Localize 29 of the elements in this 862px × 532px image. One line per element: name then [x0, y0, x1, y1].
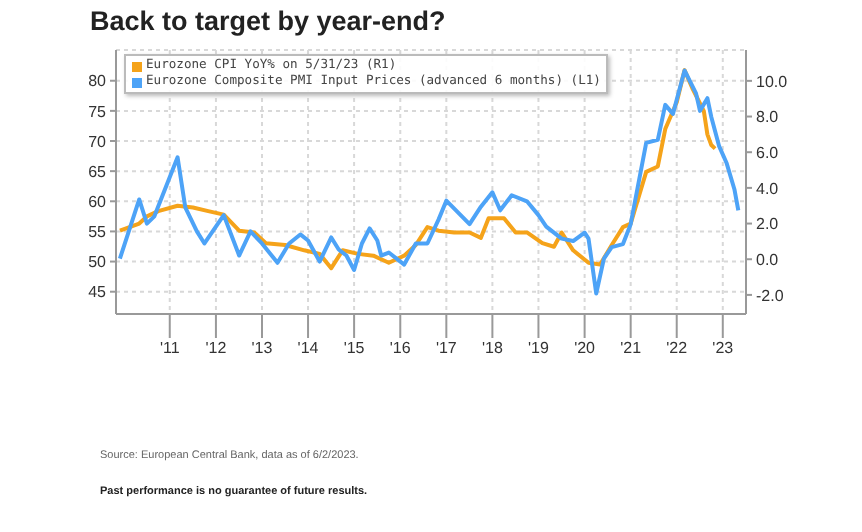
y-tick-label: 65 — [88, 162, 108, 181]
x-tick-label: '16 — [389, 339, 412, 358]
y2-tick-label: 6.0 — [756, 143, 780, 162]
y-tick-label: 50 — [88, 253, 108, 272]
y2-tick-label: 0.0 — [756, 250, 780, 269]
y-tick-label: 70 — [88, 132, 108, 151]
y-tick-label: 75 — [88, 102, 108, 121]
x-tick-label: '17 — [435, 339, 458, 358]
x-tick-label: '15 — [343, 339, 366, 358]
x-tick-label: '22 — [666, 339, 689, 358]
y2-tick-label: 8.0 — [756, 108, 780, 127]
x-tick-label: '12 — [205, 339, 228, 358]
x-tick-label: '13 — [251, 339, 274, 358]
x-tick-label: '19 — [528, 339, 550, 358]
chart-title: Back to target by year-end? — [90, 6, 446, 36]
y-tick-label: 60 — [88, 192, 108, 211]
y2-tick-label: 10.0 — [756, 72, 789, 91]
y2-tick-label: 2.0 — [756, 215, 780, 234]
x-tick-label: '23 — [712, 339, 735, 358]
y-tick-label: 45 — [88, 283, 108, 302]
x-tick-label: '20 — [574, 339, 597, 358]
x-tick-label: '18 — [481, 339, 504, 358]
y-tick-label: 80 — [88, 72, 108, 91]
x-tick-label: '21 — [620, 339, 643, 358]
y2-tick-label: 4.0 — [756, 179, 780, 198]
x-tick-label: '14 — [297, 339, 320, 358]
x-tick-label: '11 — [159, 339, 181, 358]
y2-tick-label: -2.0 — [756, 286, 785, 305]
y-tick-label: 55 — [88, 223, 108, 242]
